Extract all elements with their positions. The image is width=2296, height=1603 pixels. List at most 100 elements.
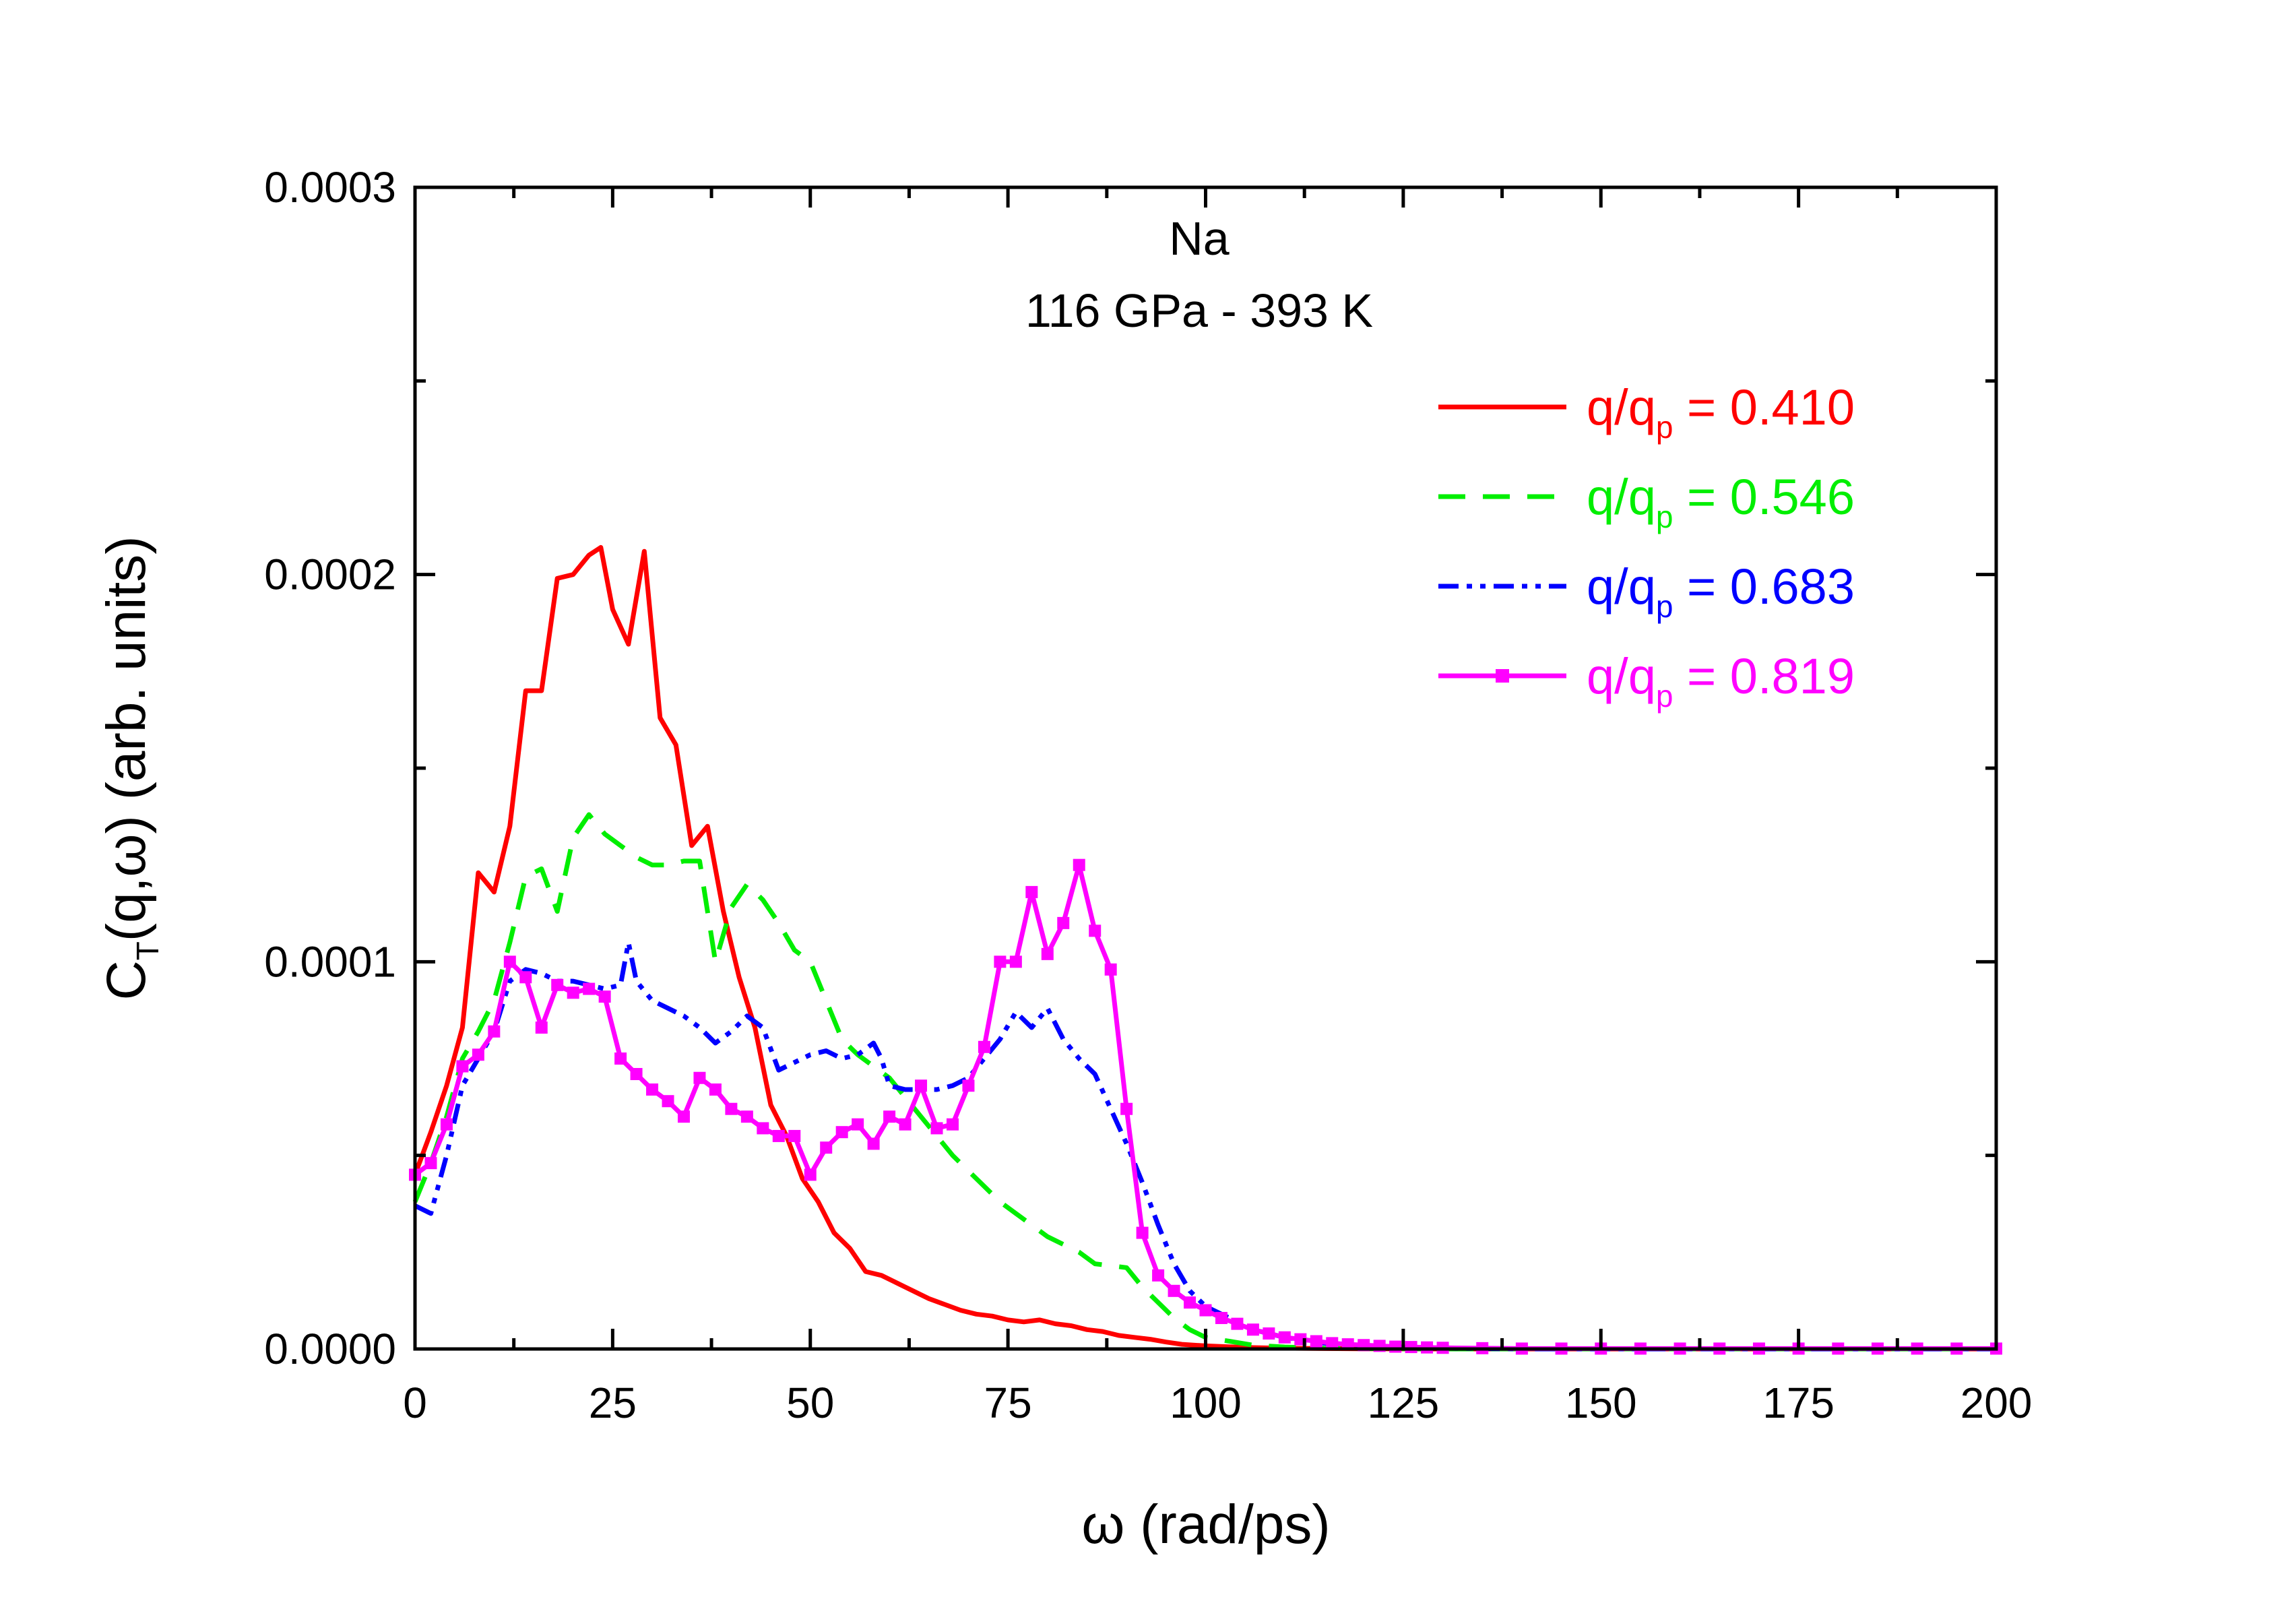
series-3-marker <box>899 1118 912 1131</box>
series-3-marker <box>662 1095 674 1108</box>
series-3-marker <box>424 1157 437 1170</box>
y-axis-title: CT(q,ω) (arb. units) <box>96 536 165 1000</box>
series-3-marker <box>1120 1102 1133 1115</box>
series-3-marker <box>740 1110 753 1123</box>
legend-label-0: q/qp = 0.410 <box>1587 379 1855 445</box>
series-3-marker <box>1215 1312 1227 1325</box>
series-3-marker <box>725 1102 738 1115</box>
series-3-marker <box>1310 1335 1322 1348</box>
series-3-marker <box>1041 947 1054 960</box>
legend-label-sub: p <box>1656 499 1673 534</box>
legend-marker-3 <box>1496 669 1509 683</box>
series-3-marker <box>472 1048 484 1061</box>
y-tick-label: 0.0003 <box>264 163 396 212</box>
series-3-marker <box>1199 1304 1212 1317</box>
series-3-marker <box>772 1129 785 1142</box>
series-3-marker <box>519 971 532 984</box>
x-tick-label: 75 <box>984 1379 1032 1427</box>
annotation-line1: Na <box>1169 212 1230 265</box>
series-3-marker <box>567 986 579 999</box>
series-3-marker <box>1073 858 1085 871</box>
series-3-marker <box>1057 916 1070 929</box>
series-3-marker <box>693 1071 706 1084</box>
y-axis-title-main: C <box>96 960 157 1000</box>
series-3-marker <box>1168 1284 1180 1297</box>
series-3-marker <box>677 1110 690 1123</box>
legend-label-main: q/q <box>1587 648 1656 704</box>
series-3-marker <box>1231 1317 1244 1330</box>
series-3-marker <box>994 955 1007 968</box>
series-3-marker <box>1009 955 1022 968</box>
series-3-marker <box>1278 1331 1291 1344</box>
series-3-marker <box>1405 1341 1417 1354</box>
series-3-marker <box>867 1137 880 1150</box>
series-3-marker <box>1104 963 1117 976</box>
series-3-marker <box>1246 1323 1259 1336</box>
series-3-marker <box>915 1079 928 1092</box>
legend-label-sub: p <box>1656 679 1673 714</box>
legend-label-value: = 0.546 <box>1673 469 1855 525</box>
legend-label-value: = 0.819 <box>1673 648 1855 704</box>
x-tick-label: 50 <box>786 1379 834 1427</box>
x-axis-title: ω (rad/ps) <box>1081 1494 1330 1555</box>
series-3-marker <box>488 1025 501 1038</box>
x-tick-label: 125 <box>1367 1379 1439 1427</box>
ticks-layer <box>413 185 1998 1351</box>
legend-label-1: q/qp = 0.546 <box>1587 469 1855 534</box>
series-3-marker <box>1263 1327 1275 1340</box>
series-3-marker <box>788 1129 801 1142</box>
series-3-marker <box>583 982 596 995</box>
series-3-marker <box>598 991 611 1003</box>
series-3-marker <box>1089 924 1102 937</box>
annotation-line2: 116 GPa - 393 K <box>1025 284 1373 337</box>
series-3-marker <box>852 1118 864 1131</box>
x-tick-label: 175 <box>1762 1379 1835 1427</box>
series-3-marker <box>440 1118 453 1131</box>
series-3-marker <box>456 1060 469 1073</box>
series-3-marker <box>1389 1340 1402 1353</box>
series-3-marker <box>835 1126 848 1139</box>
series-3-marker <box>646 1083 659 1096</box>
legend-label-value: = 0.410 <box>1673 379 1855 435</box>
series-3-marker <box>930 1122 943 1135</box>
series-3-marker <box>804 1168 817 1181</box>
series-3-marker <box>630 1067 643 1080</box>
x-tick-label: 0 <box>403 1379 427 1427</box>
series-3-marker <box>614 1052 627 1065</box>
series-3-marker <box>503 955 516 968</box>
y-axis-title-sub: T <box>130 941 165 960</box>
legend-label-main: q/q <box>1587 559 1656 615</box>
series-3-marker <box>1025 885 1038 898</box>
series-3-marker <box>535 1021 548 1034</box>
series-3-marker <box>1136 1226 1149 1239</box>
series-3-marker <box>962 1079 975 1092</box>
series-3-marker <box>1184 1296 1197 1309</box>
legend-label-value: = 0.683 <box>1673 559 1855 615</box>
legend-label-2: q/qp = 0.683 <box>1587 559 1855 624</box>
x-tick-label: 200 <box>1960 1379 2033 1427</box>
x-tick-label: 100 <box>1170 1379 1242 1427</box>
series-3-marker <box>820 1141 833 1154</box>
series-line-1 <box>412 812 1996 1352</box>
y-tick-label: 0.0000 <box>264 1325 396 1373</box>
y-axis-title-rest: (q,ω) (arb. units) <box>96 536 157 941</box>
tick-labels: 0 25 50 75 100 125 150 175 200 0.0000 0.0001 0.0002… <box>264 163 2032 1427</box>
y-tick-label: 0.0002 <box>264 551 396 599</box>
series-3-marker <box>1152 1269 1165 1282</box>
legend-label-main: q/q <box>1587 379 1656 435</box>
series-3-marker <box>946 1118 959 1131</box>
legend-label-main: q/q <box>1587 469 1656 525</box>
x-tick-label: 25 <box>589 1379 637 1427</box>
series-3-marker <box>1326 1337 1339 1350</box>
series-3-marker <box>551 978 564 991</box>
legend-label-sub: p <box>1656 410 1673 445</box>
legend-label-3: q/qp = 0.819 <box>1587 648 1855 714</box>
x-tick-label: 150 <box>1565 1379 1637 1427</box>
series-3-marker <box>757 1122 769 1135</box>
series-3-marker <box>883 1110 896 1123</box>
y-tick-label: 0.0001 <box>264 937 396 986</box>
series-3-marker <box>709 1083 722 1096</box>
